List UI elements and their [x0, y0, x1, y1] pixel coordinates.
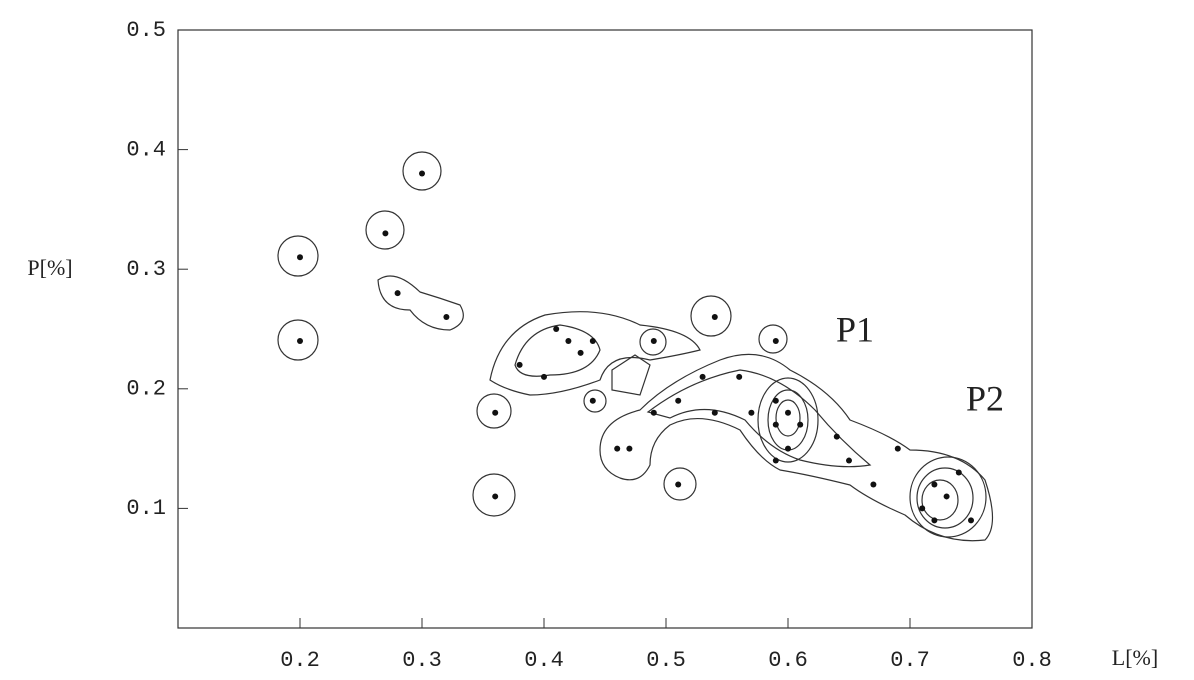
contour — [599, 353, 994, 542]
x-tick-label: 0.7 — [890, 648, 930, 673]
point — [492, 493, 499, 500]
point — [297, 337, 303, 344]
y-axis-label: P[%] — [27, 255, 72, 280]
contour — [646, 369, 872, 468]
contour — [775, 399, 801, 437]
point — [614, 445, 621, 452]
x-tick-label: 0.8 — [1012, 648, 1052, 673]
point — [394, 290, 401, 297]
y-tick-label: 0.3 — [126, 257, 166, 282]
x-tick-label: 0.2 — [280, 648, 320, 673]
point — [553, 326, 560, 332]
point — [919, 505, 926, 512]
x-tick-label: 0.3 — [402, 648, 442, 673]
contour — [758, 324, 788, 354]
point — [589, 397, 596, 404]
y-tick-label: 0.5 — [126, 18, 166, 43]
contour — [472, 473, 516, 517]
point — [297, 254, 303, 261]
point — [711, 409, 718, 416]
point — [748, 409, 755, 416]
x-tick-label: 0.5 — [646, 648, 686, 673]
contour — [921, 479, 959, 521]
point — [650, 409, 657, 416]
point — [443, 314, 450, 321]
contour — [476, 393, 512, 429]
point — [541, 373, 547, 380]
y-tick-label: 0.2 — [126, 377, 166, 402]
contour — [639, 328, 667, 356]
contour — [377, 275, 464, 331]
point — [577, 349, 584, 356]
point — [931, 517, 938, 524]
contour — [277, 235, 319, 277]
point — [382, 230, 389, 237]
point — [626, 445, 633, 452]
point — [833, 433, 840, 440]
point — [846, 457, 852, 464]
point — [785, 409, 791, 416]
point — [736, 373, 743, 380]
contour — [514, 324, 601, 377]
contour — [583, 389, 607, 413]
annotation: P1 — [836, 309, 874, 349]
point — [565, 337, 572, 344]
point — [772, 337, 779, 344]
contour — [690, 295, 732, 337]
contours — [277, 151, 994, 542]
plot-frame — [177, 29, 1033, 629]
point — [772, 397, 779, 404]
x-axis-label: L[%] — [1112, 645, 1158, 670]
point — [785, 445, 791, 452]
point — [492, 409, 499, 416]
point — [589, 337, 596, 344]
x-tick-label: 0.6 — [768, 648, 808, 673]
contour — [402, 151, 442, 191]
point — [675, 481, 682, 488]
point — [675, 397, 682, 404]
point — [894, 445, 901, 452]
point — [516, 361, 523, 368]
point — [797, 421, 804, 428]
point — [699, 373, 706, 380]
contour — [909, 456, 987, 538]
point — [931, 481, 938, 488]
y-tick-label: 0.4 — [126, 137, 166, 162]
point — [650, 337, 657, 344]
contour — [757, 377, 819, 463]
point — [711, 314, 718, 321]
contour — [611, 354, 651, 396]
contour — [365, 210, 405, 250]
point — [419, 170, 425, 177]
x-tick-label: 0.4 — [524, 648, 564, 673]
contour — [277, 319, 319, 361]
annotation: P2 — [966, 378, 1004, 418]
contour — [663, 467, 697, 501]
y-tick-label: 0.1 — [126, 496, 166, 521]
point — [772, 421, 779, 428]
contour — [489, 311, 701, 396]
point — [943, 493, 950, 500]
point — [955, 469, 962, 476]
point — [870, 481, 877, 488]
contour — [916, 467, 974, 529]
point — [772, 457, 779, 464]
point — [968, 517, 974, 524]
